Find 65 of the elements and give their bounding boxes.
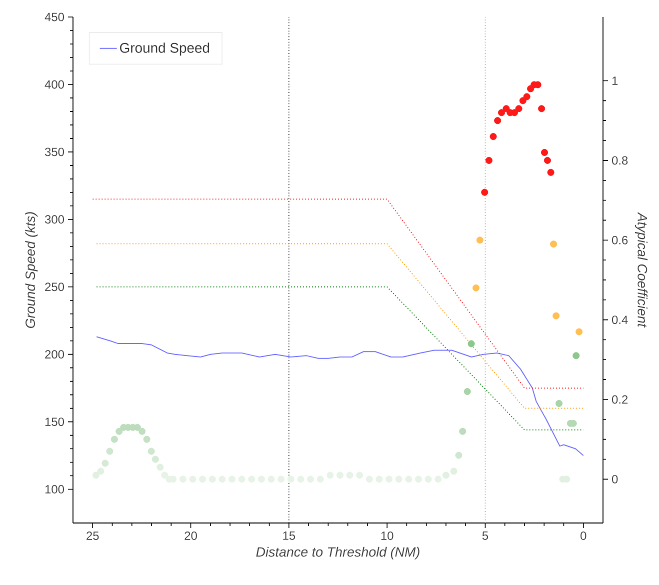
point: [97, 468, 104, 475]
point: [455, 452, 462, 459]
x-tick-label: 15: [283, 532, 296, 540]
point: [468, 340, 475, 348]
y-tick-label: 250: [45, 282, 64, 292]
point: [572, 352, 580, 360]
point: [434, 476, 442, 483]
point: [538, 105, 546, 112]
point: [459, 428, 466, 435]
y2-tick-label: 0: [612, 474, 618, 484]
y-axis-title: Ground Speed (kts): [25, 212, 38, 328]
point: [494, 117, 502, 124]
x-tick-label: 5: [482, 532, 488, 540]
point: [515, 105, 522, 112]
point: [156, 464, 164, 471]
point: [481, 188, 488, 196]
y-tick-label: 350: [44, 148, 64, 156]
legend-label: Ground Speed: [120, 42, 210, 56]
y2-tick-label: 0.8: [612, 156, 628, 165]
y-tick-label: 150: [45, 418, 64, 426]
point: [110, 436, 118, 443]
y2-tick-label: 0.6: [612, 236, 628, 244]
line-series: [96, 336, 584, 456]
y-tick-label: 450: [44, 12, 64, 22]
point: [450, 468, 458, 475]
point: [148, 448, 155, 455]
y-tick-label: 100: [45, 485, 64, 494]
point: [106, 448, 114, 455]
point: [498, 109, 506, 116]
point: [138, 428, 146, 435]
point: [550, 240, 558, 248]
x-tick-label: 0: [580, 532, 586, 540]
y-tick-label: 300: [44, 215, 64, 224]
point: [544, 156, 551, 164]
point: [92, 472, 100, 479]
point: [576, 328, 583, 336]
point: [485, 156, 492, 164]
y2-tick-label: 1: [612, 76, 618, 85]
x-tick-label: 25: [86, 532, 99, 540]
point: [464, 388, 471, 396]
point: [541, 148, 548, 156]
point: [442, 472, 450, 479]
point: [152, 456, 159, 463]
y2-tick-label: 0.2: [612, 395, 628, 404]
point: [102, 460, 109, 467]
point: [556, 400, 563, 407]
x-tick-label: 20: [184, 532, 197, 540]
x-tick-label: 10: [381, 532, 394, 540]
y-tick-label: 200: [45, 350, 64, 359]
point: [248, 476, 256, 483]
point: [287, 476, 294, 483]
point: [143, 436, 150, 443]
point: [502, 105, 510, 112]
point: [490, 133, 497, 140]
point: [116, 428, 123, 435]
x-axis-title: Distance to Threshold (NM): [256, 546, 420, 560]
y2-axis-title: Atypical Coefficient: [634, 212, 648, 328]
point: [161, 472, 168, 479]
point: [523, 93, 530, 100]
point: [552, 312, 560, 320]
y-tick-label: 400: [44, 80, 64, 89]
point: [472, 284, 480, 292]
point: [476, 236, 484, 244]
y2-tick-label: 0.4: [612, 316, 628, 324]
point: [547, 168, 554, 176]
